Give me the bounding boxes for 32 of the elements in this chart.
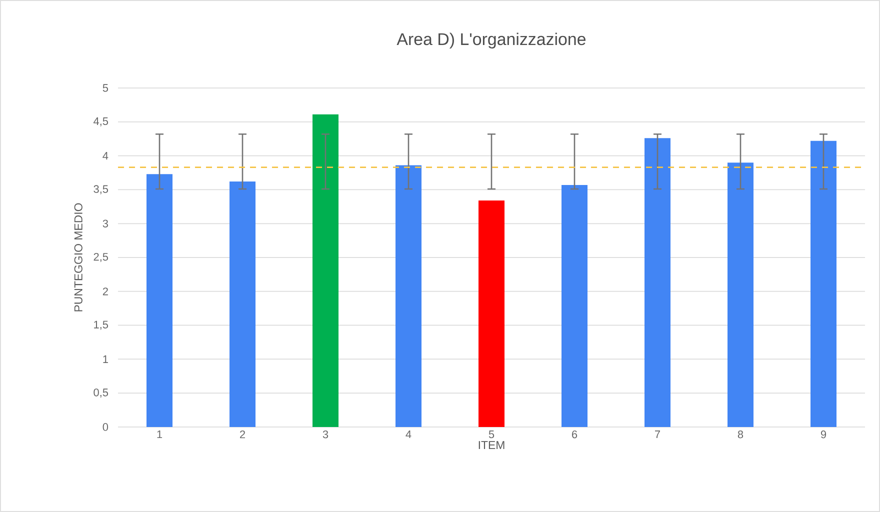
y-tick-label: 4 bbox=[102, 152, 108, 160]
y-tick-label: 2,5 bbox=[94, 252, 108, 262]
bar bbox=[230, 182, 256, 427]
x-tick-label: 3 bbox=[322, 430, 328, 438]
y-tick-label: 4,5 bbox=[94, 117, 108, 126]
y-tick-label: 3,5 bbox=[94, 185, 108, 194]
x-tick-label: 1 bbox=[157, 430, 162, 438]
bar bbox=[562, 184, 588, 427]
y-tick-label: 2 bbox=[102, 288, 108, 296]
bar bbox=[478, 200, 505, 427]
x-tick-label: 4 bbox=[406, 430, 412, 438]
bar bbox=[644, 138, 670, 427]
y-tick-label: 0,5 bbox=[94, 388, 108, 398]
y-tick-label: 1,5 bbox=[94, 320, 108, 330]
y-tick-label: 3 bbox=[102, 220, 108, 228]
x-tick-label: 6 bbox=[572, 430, 578, 438]
x-tick-label: 5 bbox=[488, 430, 494, 438]
bar bbox=[146, 174, 173, 427]
bar bbox=[312, 114, 339, 427]
x-axis-title: ITEM bbox=[478, 441, 504, 449]
x-tick-label: 8 bbox=[738, 430, 744, 438]
x-tick-label: 9 bbox=[820, 430, 826, 438]
bar bbox=[728, 162, 754, 427]
chart-title: Area D) L'organizzazione bbox=[396, 32, 586, 48]
bar bbox=[396, 165, 422, 427]
y-tick-label: 1 bbox=[103, 355, 108, 363]
y-tick-label: 5 bbox=[102, 84, 108, 92]
bar bbox=[810, 140, 836, 427]
y-tick-label: 0 bbox=[102, 423, 108, 431]
y-axis-title: PUNTEGGIO MEDIO bbox=[74, 203, 82, 312]
x-tick-label: 7 bbox=[655, 430, 660, 438]
x-tick-label: 2 bbox=[240, 430, 246, 438]
